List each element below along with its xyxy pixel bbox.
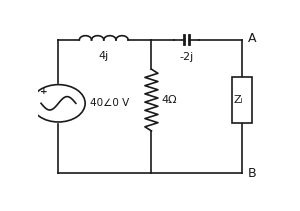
Text: 4Ω: 4Ω [162,95,178,105]
Text: A: A [248,32,256,45]
Text: 40∠0 V: 40∠0 V [90,98,129,108]
Text: -2j: -2j [179,52,194,62]
Text: Zₗ: Zₗ [234,95,243,105]
Text: 4j: 4j [99,51,109,61]
Text: +: + [40,87,47,96]
Text: B: B [248,168,256,180]
Bar [232,77,252,123]
